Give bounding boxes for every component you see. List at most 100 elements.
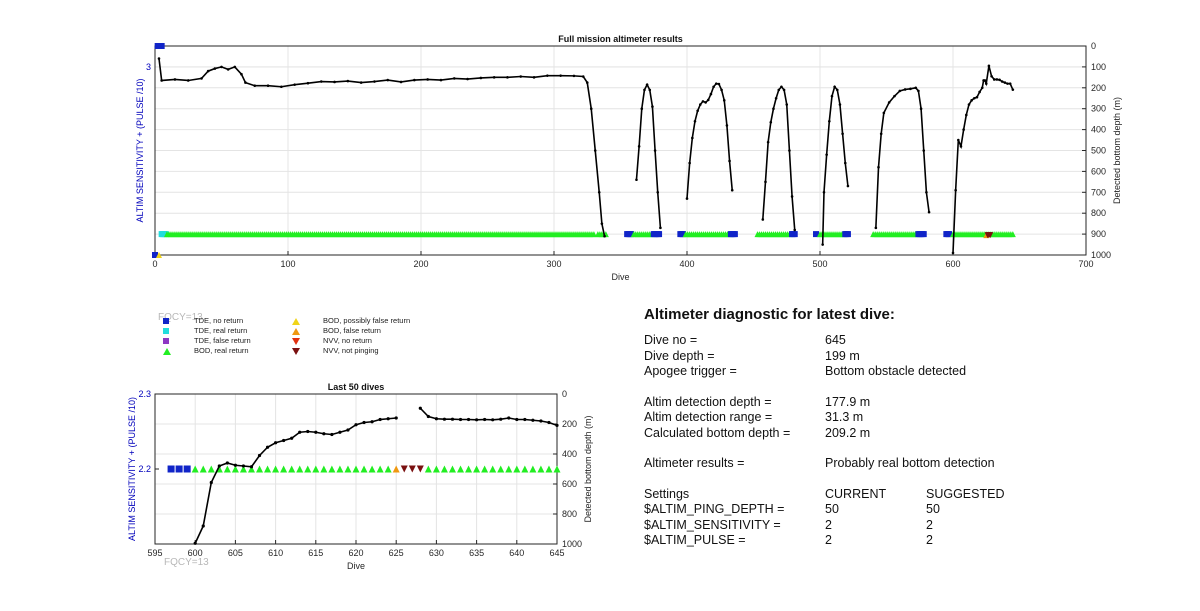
legend-marker [163,318,169,324]
legend-label: BOD, false return [323,326,381,335]
depth-point [515,417,519,422]
depth-point [600,222,604,225]
depth-point [925,191,928,194]
depth-point [593,149,597,152]
diagnostic-value: 31.3 m [825,410,864,424]
data-marker [513,465,521,473]
legend-marker [292,328,300,335]
depth-point [439,78,443,82]
diagnostic-value: 209.2 m [825,425,871,440]
depth-point [280,85,283,89]
depth-point [879,132,883,136]
depth-point [995,78,999,81]
depth-point [843,161,847,165]
depth-point [257,453,262,458]
depth-point [922,149,926,152]
data-marker [489,465,497,473]
depth-point [201,524,205,528]
diagnostic-row: Dive depth = 199 m [644,349,1164,365]
depth-point [785,103,789,106]
depth-point [354,423,358,427]
depth-point [290,436,294,440]
y-right-tick-label: 500 [1091,146,1106,156]
diagnostic-key: Altimeter results = [644,456,745,470]
diagnostic-row: Dive no = 645 [644,333,1164,349]
depth-point [693,119,697,123]
depth-point [728,159,731,163]
y-right-tick-label: 300 [1091,104,1106,114]
depth-point [714,82,718,85]
depth-point [442,417,447,421]
depth-point [306,81,310,85]
depth-point [720,88,723,92]
depth-series-line [952,65,1014,253]
depth-point [730,188,734,192]
setting-suggested: 50 [926,502,940,516]
x-tick-label: 625 [389,548,404,558]
depth-point [980,86,984,90]
depth-point [712,85,715,89]
depth-point [589,107,593,110]
diagnostic-key: Dive depth = [644,348,715,363]
depth-series-line [194,417,397,544]
depth-point [882,111,886,115]
depth-point [898,89,902,93]
depth-point [777,88,781,92]
setting-current: 2 [825,517,832,532]
data-marker [223,465,231,473]
depth-point [499,417,503,421]
data-marker [191,465,199,473]
data-marker [264,465,272,473]
depth-point [240,72,243,76]
depth-point [413,78,416,82]
depth-point [685,197,689,200]
depth-point [220,65,223,69]
depth-point [306,429,310,434]
depth-point [206,69,210,73]
setting-current: 50 [825,502,839,516]
depth-series-line [419,407,558,427]
data-marker [392,465,400,473]
setting-suggested: 2 [926,533,933,547]
data-marker [320,465,328,473]
x-tick-label: 0 [152,259,157,269]
depth-point [233,65,237,69]
depth-point [914,86,918,90]
diagnostic-key: Dive no = [644,333,698,347]
depth-point [386,78,390,82]
depth-point [314,430,318,434]
data-marker [344,465,352,473]
depth-point [970,99,973,102]
depth-point [998,78,1001,82]
depth-point [769,120,773,124]
y-right-tick-label: 700 [1091,187,1106,197]
data-marker [158,43,165,49]
data-marker [416,465,424,473]
data-marker [312,465,320,473]
depth-point [1008,82,1012,85]
depth-point [637,145,641,148]
depth-point [193,541,197,545]
chart-title: Full mission altimeter results [558,34,683,44]
diagnostic-key: Calculated bottom depth = [644,425,791,440]
depth-point [903,88,907,91]
depth-point [265,445,270,449]
data-marker [448,465,456,473]
depth-point [346,79,350,83]
data-marker [336,465,344,473]
data-marker [368,465,376,473]
setting-current: 2 [825,533,832,547]
x-tick-label: 645 [549,548,564,558]
x-tick-label: 600 [188,548,203,558]
data-marker [400,465,408,473]
y-right-tick-label: 1000 [562,539,582,549]
depth-point [643,88,646,92]
depth-point [766,140,770,144]
data-marker [628,231,635,238]
x-tick-label: 630 [429,548,444,558]
depth-point [651,105,654,108]
depth-point [492,76,496,79]
depth-point [475,418,479,422]
depth-point [833,85,836,89]
diagnostic-row: $ALTIM_SENSITIVITY = 2 2 [644,518,1164,534]
